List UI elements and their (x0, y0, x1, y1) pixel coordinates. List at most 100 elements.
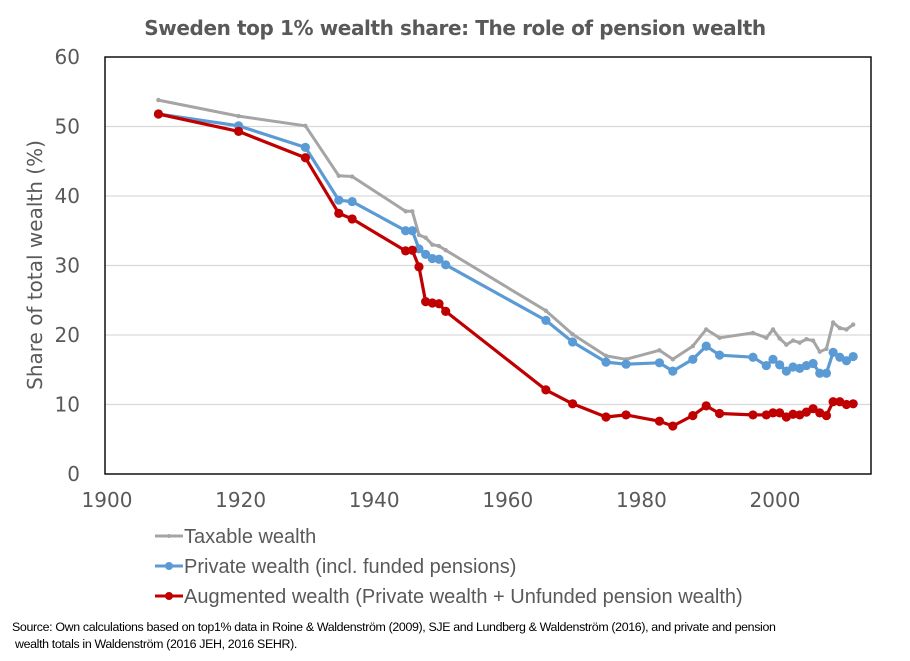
data-point (775, 408, 785, 418)
data-point (844, 327, 849, 332)
data-point (688, 411, 698, 421)
data-point (841, 399, 852, 410)
x-tick-label: 1920 (215, 488, 266, 512)
data-point (421, 249, 431, 259)
x-tick-label: 1940 (349, 488, 400, 512)
data-point (441, 306, 451, 316)
data-point (621, 359, 631, 369)
data-point (821, 368, 832, 378)
data-point (804, 336, 809, 342)
data-point (701, 341, 711, 351)
x-axis-ticks: 1900 1920 1940 1960 1980 2000 (82, 488, 801, 512)
data-point (427, 253, 437, 264)
data-point (334, 195, 344, 205)
data-point (670, 357, 675, 362)
data-point (817, 349, 822, 354)
data-point (441, 260, 451, 270)
series-private-wealth (153, 109, 858, 378)
data-point (603, 353, 609, 359)
data-point (434, 254, 444, 264)
data-point (775, 360, 785, 370)
data-point (427, 298, 437, 308)
legend-swatch-marker (165, 562, 173, 570)
data-point (570, 332, 575, 337)
data-point (761, 360, 771, 371)
data-point (349, 174, 355, 179)
data-point (541, 385, 551, 395)
x-tick-label: 2000 (750, 488, 801, 512)
data-point (768, 408, 778, 418)
data-point (410, 209, 415, 214)
data-point (423, 235, 428, 240)
data-point (654, 416, 665, 426)
data-point (815, 368, 825, 378)
legend: Taxable wealth Private wealth (incl. fund… (155, 526, 743, 608)
series-line (156, 112, 855, 428)
data-point (768, 354, 778, 364)
data-point (830, 320, 836, 325)
data-point (808, 358, 818, 369)
data-point (601, 357, 611, 367)
legend-item: Augmented wealth (Private wealth + Unfun… (155, 586, 743, 608)
data-point (430, 242, 435, 247)
y-tick-label: 40 (55, 184, 80, 208)
legend-label: Taxable wealth (184, 526, 316, 548)
source-line-2: wealth totals in Waldenström (2016 JEH, … (15, 637, 297, 651)
data-point (764, 335, 769, 340)
data-point (347, 214, 357, 224)
gridlines (105, 125, 871, 406)
source-note: Source: Own calculations based on top1% … (12, 619, 902, 653)
data-point (797, 340, 802, 345)
y-tick-label: 10 (55, 393, 80, 417)
legend-label: Augmented wealth (Private wealth + Unfun… (184, 586, 743, 608)
data-point (848, 399, 858, 409)
data-point (407, 245, 417, 255)
data-point (808, 404, 818, 414)
data-point (234, 126, 244, 136)
series-augmented-wealth (153, 109, 858, 431)
data-point (850, 322, 856, 327)
y-axis-ticks: 0 10 20 30 40 50 60 (55, 45, 80, 486)
data-point (688, 354, 698, 364)
legend-swatch-marker (167, 534, 171, 538)
data-point (543, 308, 549, 313)
legend-item: Private wealth (incl. funded pensions) (155, 556, 516, 578)
data-point (714, 408, 725, 419)
plot-frame (104, 56, 872, 475)
data-point (568, 399, 578, 409)
data-point (414, 262, 424, 272)
data-point (568, 337, 578, 347)
data-point (690, 343, 696, 349)
data-point (601, 412, 611, 422)
data-point (810, 338, 816, 343)
data-point (541, 315, 551, 326)
data-point (837, 325, 842, 331)
y-tick-label: 30 (55, 254, 80, 278)
legend-label: Private wealth (incl. funded pensions) (184, 556, 516, 578)
data-point (153, 109, 164, 119)
series-taxable-wealth (156, 97, 856, 362)
legend-item: Taxable wealth (155, 526, 316, 548)
data-point (236, 113, 241, 119)
data-point (300, 142, 310, 152)
data-point (436, 243, 442, 249)
y-tick-label: 20 (55, 323, 80, 347)
data-point (750, 330, 756, 336)
data-point (401, 246, 411, 256)
x-tick-label: 1960 (482, 488, 533, 512)
data-point (748, 352, 758, 362)
x-tick-label: 1980 (616, 488, 667, 512)
data-point (824, 346, 829, 352)
data-point (621, 410, 631, 420)
data-point (657, 348, 662, 353)
y-tick-label: 60 (55, 45, 80, 69)
data-point (748, 410, 758, 420)
data-point (434, 299, 444, 309)
data-point (303, 123, 308, 129)
data-point (443, 248, 448, 253)
series-layer (153, 97, 858, 431)
data-point (714, 350, 725, 360)
legend-swatch-marker (165, 592, 173, 600)
data-point (841, 356, 852, 366)
